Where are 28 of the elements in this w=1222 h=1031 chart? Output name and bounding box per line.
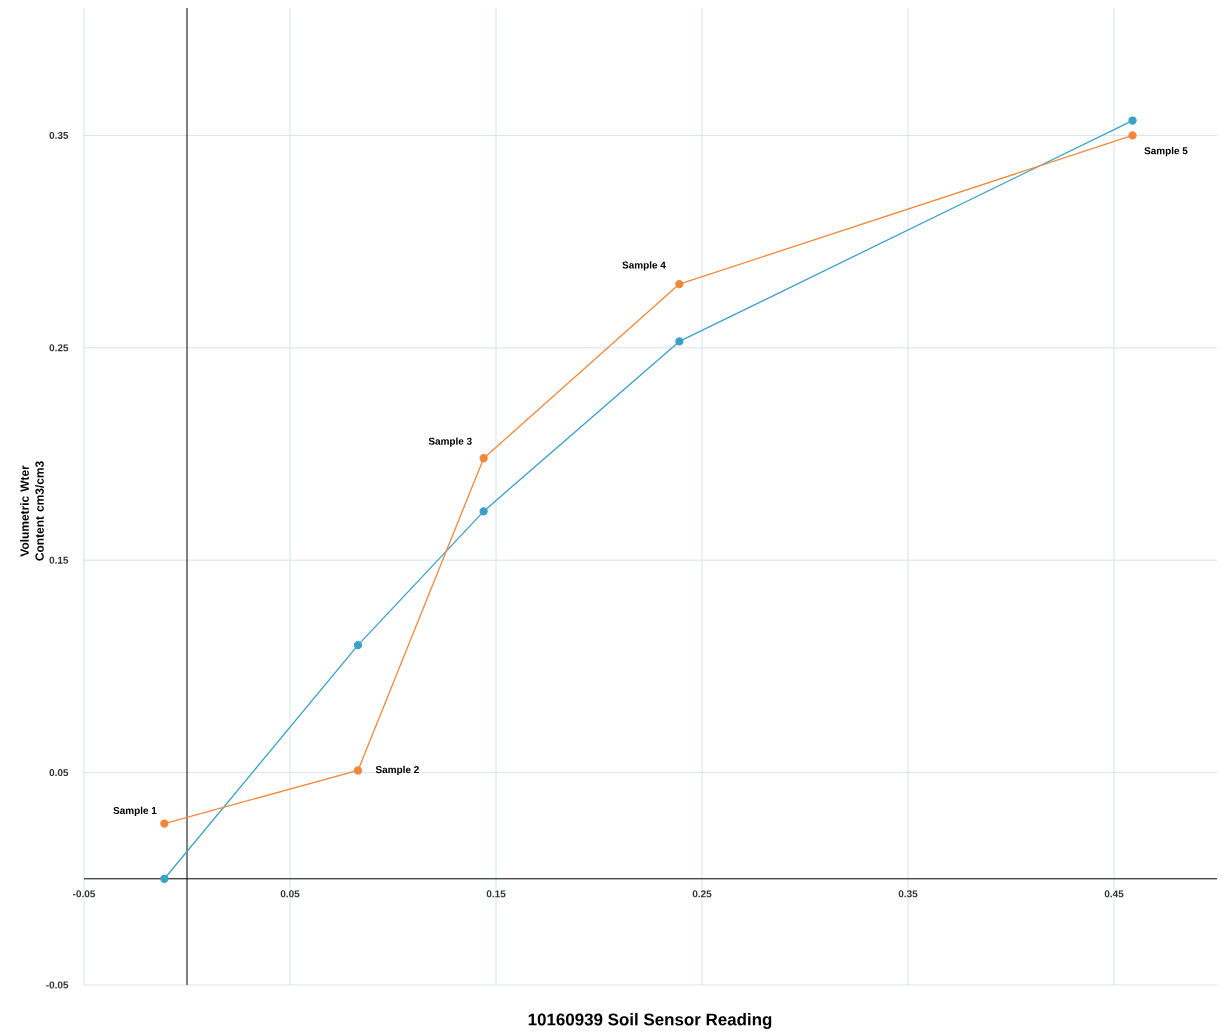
- x-tick-label: 0.25: [692, 890, 712, 898]
- point: [353, 766, 363, 775]
- point: [675, 337, 684, 346]
- point: [160, 874, 169, 883]
- x-axis-title: 10160939 Soil Sensor Reading: [528, 1013, 772, 1029]
- annotation: Sample 3: [428, 437, 472, 447]
- point: [675, 279, 684, 289]
- y-tick-label: 0.25: [49, 344, 69, 352]
- y-tick-label: 0.35: [49, 131, 69, 139]
- annotation: Sample 1: [113, 806, 157, 817]
- y-tick-label: 0.05: [49, 769, 69, 777]
- point: [1128, 131, 1137, 140]
- annotation: Sample 4: [622, 261, 666, 271]
- annotation: Sample 2: [375, 765, 419, 776]
- point: [160, 819, 169, 828]
- x-tick-label: 0.15: [486, 890, 506, 898]
- x-tick-label: 0.05: [280, 890, 300, 898]
- x-tick-label: 0.45: [1104, 890, 1124, 898]
- point: [353, 641, 363, 650]
- x-tick-label: -0.05: [73, 890, 96, 898]
- annotation: Sample 5: [1144, 146, 1188, 157]
- point: [479, 507, 488, 516]
- y-tick-label: -0.05: [46, 981, 69, 989]
- point: [1128, 116, 1137, 125]
- y-axis-title: Volumetric Wter Content cm3/cm3: [20, 461, 44, 561]
- point: [479, 454, 488, 463]
- x-tick-label: 0.35: [898, 890, 918, 898]
- y-tick-label: 0.15: [49, 556, 69, 564]
